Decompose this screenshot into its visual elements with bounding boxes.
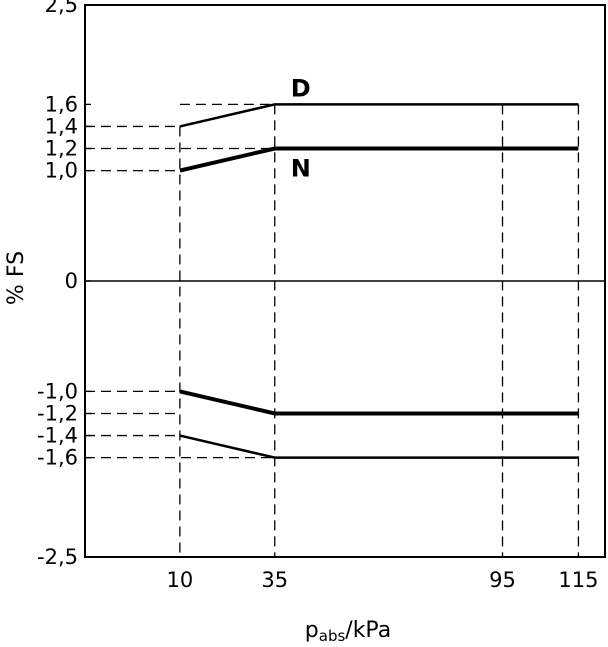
y-tick-label: 1,6 xyxy=(45,92,78,116)
x-tick-labels: 10 35 95 115 xyxy=(167,568,599,592)
y-tick-label: 0 xyxy=(65,269,78,293)
series-lines xyxy=(179,103,579,459)
y-tick-label: -1,0 xyxy=(37,379,78,403)
series-label-N: N xyxy=(291,155,311,183)
y-tick-labels: 2,5 1,61,41,21,0 0 -1,0-1,2-1,4-1,6 -2,5 xyxy=(37,0,91,569)
y-tick-label: -1,6 xyxy=(37,446,78,470)
y-tick-label: 1,2 xyxy=(45,137,78,161)
x-axis-label-main: p xyxy=(305,618,319,643)
x-axis-label-unit: /kPa xyxy=(345,618,391,643)
y-tick-label: 1,4 xyxy=(45,114,78,138)
guide-lines xyxy=(85,103,580,557)
x-tick-label: 35 xyxy=(261,568,288,592)
y-tick-label: -2,5 xyxy=(37,545,78,569)
y-tick-label: 2,5 xyxy=(45,0,78,17)
series-line-1 xyxy=(179,103,579,128)
x-axis-label: pabs/kPa xyxy=(305,618,391,645)
y-tick-label: -1,2 xyxy=(37,401,78,425)
series-labels: DN xyxy=(291,74,311,182)
x-tick-label: 115 xyxy=(558,568,598,592)
series-line-4 xyxy=(179,434,579,459)
y-tick-label: 1,0 xyxy=(45,159,78,183)
x-axis-label-subscript: abs xyxy=(319,627,346,645)
y-axis-label: % FS xyxy=(4,251,29,305)
x-tick-label: 95 xyxy=(489,568,516,592)
x-tick-label: 10 xyxy=(167,568,194,592)
series-line-2 xyxy=(179,146,579,173)
y-tick-label: -1,4 xyxy=(37,424,78,448)
series-line-3 xyxy=(179,389,579,416)
series-label-D: D xyxy=(291,74,311,102)
